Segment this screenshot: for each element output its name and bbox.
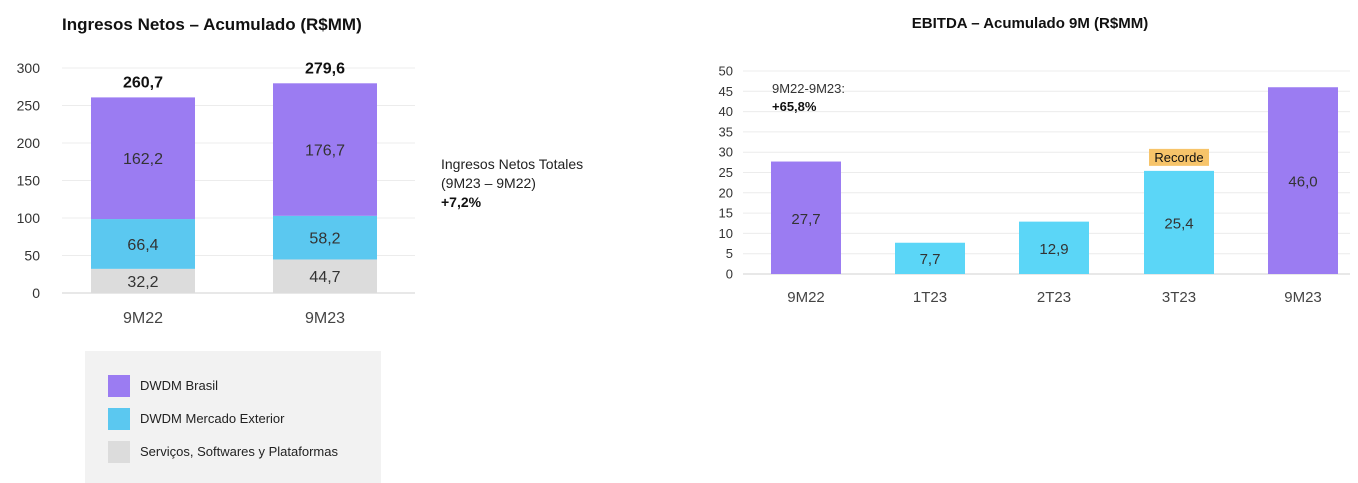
x-tick-label: 2T23	[1037, 289, 1071, 306]
ebitda-chart-title: EBITDA – Acumulado 9M (R$MM)	[912, 15, 1148, 32]
y-tick-label: 35	[719, 124, 733, 139]
y-tick-label: 0	[32, 285, 40, 301]
x-tick-label: 9M23	[305, 310, 345, 327]
ingresos-chart: Ingresos Netos – Acumulado (R$MM) 0 50 100…	[17, 15, 583, 483]
y-tick-label: 15	[719, 206, 733, 221]
segment-value-label: 44,7	[309, 269, 340, 286]
recorde-badge: Recorde	[1149, 148, 1209, 166]
y-tick-label: 5	[726, 246, 733, 261]
bar-value-label: 25,4	[1164, 215, 1193, 232]
segment-value-label: 176,7	[305, 143, 345, 160]
y-tick-label: 50	[24, 248, 40, 264]
ebitda-bar	[771, 161, 841, 274]
x-tick-label: 1T23	[913, 289, 947, 306]
x-tick-label: 9M22	[787, 289, 825, 306]
stacked-bar-segment	[91, 97, 195, 220]
stacked-bar-segment	[91, 219, 195, 269]
y-tick-label: 10	[719, 226, 733, 241]
bar-value-label: 46,0	[1288, 174, 1317, 191]
bar-total-label: 279,6	[305, 60, 345, 77]
stacked-bar-segment	[273, 83, 377, 216]
bar-value-label: 12,9	[1039, 241, 1068, 258]
y-tick-label: 25	[719, 165, 733, 180]
y-tick-label: 20	[719, 185, 733, 200]
y-tick-label: 30	[719, 145, 733, 160]
bar-value-label: 7,7	[920, 251, 941, 268]
bar-total-label: 260,7	[123, 74, 163, 91]
badge-background	[1149, 148, 1209, 166]
y-tick-label: 0	[726, 267, 733, 282]
stacked-bar-segment	[273, 259, 377, 293]
ebitda-chart: EBITDA – Acumulado 9M (R$MM) 0 5 10 15 20 25 3…	[719, 15, 1350, 306]
legend-swatch	[108, 441, 130, 463]
ebitda-bar	[1019, 221, 1089, 274]
ebitda-bar	[895, 242, 965, 274]
y-tick-label: 200	[17, 135, 41, 151]
segment-value-label: 162,2	[123, 151, 163, 168]
y-tick-label: 40	[719, 104, 733, 119]
ingresos-annotation-highlight: +7,2%	[441, 194, 482, 210]
legend-label: Serviços, Softwares y Plataformas	[140, 444, 338, 459]
segment-value-label: 58,2	[309, 231, 340, 248]
legend-label: DWDM Mercado Exterior	[140, 411, 285, 426]
ebitda-annotation-highlight: +65,8%	[772, 99, 817, 114]
ingresos-annotation: Ingresos Netos Totales (9M23 – 9M22) +7,…	[441, 156, 583, 210]
stacked-bar-segment	[273, 215, 377, 260]
legend-background	[85, 351, 381, 483]
ebitda-annotation: 9M22-9M23: +65,8%	[772, 81, 845, 114]
x-tick-label: 9M23	[1284, 289, 1322, 306]
ingresos-y-axis: 0 50 100 150 200 250 300	[17, 60, 41, 301]
legend-label: DWDM Brasil	[140, 378, 218, 393]
segment-value-label: 32,2	[127, 274, 158, 291]
x-tick-label: 9M22	[123, 310, 163, 327]
y-tick-label: 45	[719, 84, 733, 99]
ebitda-bars: 27,7 7,7 12,9 25,4 46,0	[771, 87, 1338, 275]
y-tick-label: 50	[719, 64, 733, 79]
ingresos-legend: DWDM Brasil DWDM Mercado Exterior Serviços…	[85, 351, 381, 483]
ingresos-chart-title: Ingresos Netos – Acumulado (R$MM)	[62, 15, 362, 34]
stacked-bar-segment	[91, 268, 195, 293]
y-tick-label: 150	[17, 173, 41, 189]
ebitda-bar	[1268, 87, 1338, 275]
ebitda-bar	[1144, 170, 1214, 274]
y-tick-label: 250	[17, 98, 41, 114]
ebitda-annotation-line-1: 9M22-9M23:	[772, 81, 845, 96]
x-tick-label: 3T23	[1162, 289, 1196, 306]
ingresos-bars: 32,2 66,4 162,2 260,7 44,7 58,2 176,7 279,6	[91, 60, 377, 293]
badge-label: Recorde	[1154, 150, 1203, 165]
segment-value-label: 66,4	[127, 237, 158, 254]
y-tick-label: 100	[17, 210, 41, 226]
ingresos-annotation-line-1: Ingresos Netos Totales	[441, 156, 583, 172]
legend-swatch	[108, 408, 130, 430]
ebitda-x-axis: 9M22 1T23 2T23 3T23 9M23	[787, 289, 1322, 306]
ingresos-x-axis: 9M22 9M23	[123, 310, 345, 327]
ingresos-annotation-line-2: (9M23 – 9M22)	[441, 175, 536, 191]
ebitda-y-axis: 0 5 10 15 20 25 30 35 40 45 50	[719, 64, 733, 282]
legend-swatch	[108, 375, 130, 397]
bar-value-label: 27,7	[791, 211, 820, 228]
y-tick-label: 300	[17, 60, 41, 76]
